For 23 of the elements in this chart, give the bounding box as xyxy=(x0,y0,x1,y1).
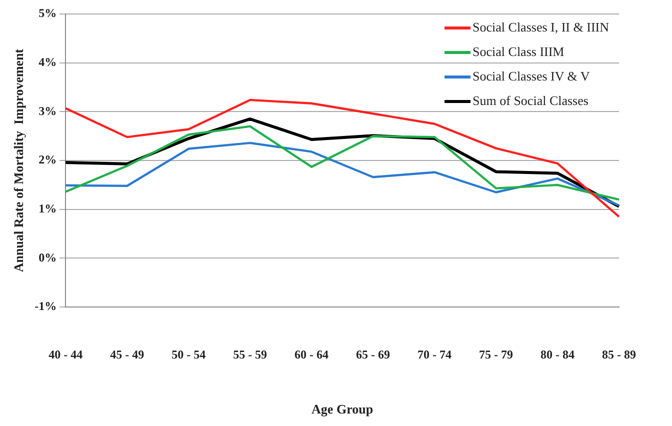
x-tick-label: 40 - 44 xyxy=(48,347,83,362)
x-tick-label: 80 - 84 xyxy=(540,347,575,362)
y-tick-label: 4% xyxy=(38,54,57,69)
y-tick-label: 2% xyxy=(38,152,57,167)
x-tick-label: 65 - 69 xyxy=(356,347,390,362)
y-tick-label: 3% xyxy=(38,104,57,118)
legend-label: Social Classes IV & V xyxy=(472,68,590,84)
x-tick-label: 50 - 54 xyxy=(172,347,206,362)
y-axis-title: Annual Rate of Mortality Improvement xyxy=(11,48,26,272)
x-tick-label: 60 - 64 xyxy=(294,347,329,362)
x-axis-title: Age Group xyxy=(312,402,374,417)
legend-label: Social Class IIIM xyxy=(472,44,565,59)
x-tick-label: 75 - 79 xyxy=(479,347,514,362)
legend-label: Social Classes I, II & IIIN xyxy=(472,19,610,34)
y-tick-label: 5% xyxy=(38,6,57,20)
legend-label: Sum of Social Classes xyxy=(472,92,588,108)
x-tick-label: 70 - 74 xyxy=(418,347,452,362)
x-tick-label: 55 - 59 xyxy=(233,347,268,362)
x-tick-label: 85 - 89 xyxy=(602,347,636,362)
y-tick-label: 0% xyxy=(38,250,57,264)
y-tick-label: 1% xyxy=(38,201,57,216)
y-tick-label: -1% xyxy=(34,299,57,314)
x-tick-label: 45 - 49 xyxy=(110,347,144,362)
